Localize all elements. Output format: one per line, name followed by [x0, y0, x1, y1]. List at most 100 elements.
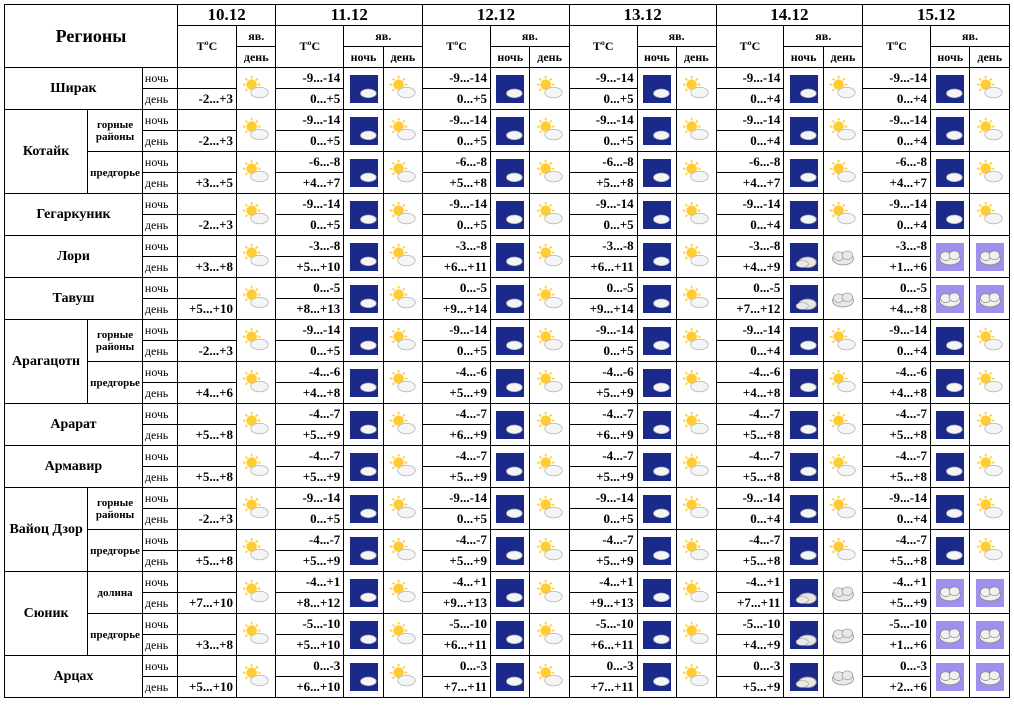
- cloud_n-icon: [976, 579, 1004, 607]
- icon-cell-day: [677, 614, 716, 656]
- icon-cell-night: [784, 614, 823, 656]
- moon-icon: [350, 663, 378, 691]
- period-day: день: [142, 425, 177, 446]
- icon-cell-day: [530, 236, 569, 278]
- temp-night: 0...-3: [863, 656, 931, 677]
- icon-cell-day: [823, 614, 862, 656]
- period-day: день: [142, 341, 177, 362]
- icon-cell-day: [530, 404, 569, 446]
- period-night: ночь: [142, 68, 177, 89]
- period-night: ночь: [142, 404, 177, 425]
- sun-icon: [682, 75, 710, 103]
- weather-forecast-table: Регионы 10.12 11.12 12.12 13.12 14.12 15…: [4, 4, 1010, 698]
- temp-day: -2...+3: [177, 131, 236, 152]
- icon-cell-night: [784, 194, 823, 236]
- icon-cell-day: [823, 572, 862, 614]
- icon-cell-day: [530, 446, 569, 488]
- temp-day: +7...+12: [716, 299, 784, 320]
- sun-icon: [682, 369, 710, 397]
- icon-cell-day: [823, 656, 862, 698]
- moon-icon: [496, 495, 524, 523]
- icon-cell-night: [637, 320, 676, 362]
- period-day: день: [142, 467, 177, 488]
- sun-icon: [682, 495, 710, 523]
- temp-night: -4...-7: [276, 446, 344, 467]
- sun-icon: [976, 201, 1004, 229]
- tc-header: ТºС: [423, 26, 491, 68]
- icon-cell: [237, 404, 276, 446]
- sun-icon: [242, 285, 270, 313]
- temp-night: -9...-14: [423, 320, 491, 341]
- period-day: день: [142, 215, 177, 236]
- sun-icon: [389, 411, 417, 439]
- cloud_n-icon: [936, 579, 964, 607]
- sun-icon: [682, 663, 710, 691]
- region-name: Арарат: [5, 404, 143, 446]
- temp-day: +5...+9: [569, 467, 637, 488]
- moon-icon: [643, 285, 671, 313]
- temp-night: -5...-10: [716, 614, 784, 635]
- temp-day: 0...+5: [276, 215, 344, 236]
- temp-night: 0...-5: [569, 278, 637, 299]
- night-header: ночь: [637, 47, 676, 68]
- temp-day: +9...+13: [569, 593, 637, 614]
- period-day: день: [142, 89, 177, 110]
- moon-icon: [643, 663, 671, 691]
- cloud_d-icon: [829, 285, 857, 313]
- temp-day: +5...+9: [423, 467, 491, 488]
- temp-day: 0...+5: [423, 131, 491, 152]
- icon-cell-day: [823, 68, 862, 110]
- icon-cell-day: [677, 152, 716, 194]
- sun-icon: [682, 285, 710, 313]
- sun-icon: [389, 117, 417, 145]
- sun-icon: [829, 327, 857, 355]
- sun-icon: [242, 579, 270, 607]
- period-day: день: [142, 509, 177, 530]
- sun-icon: [976, 75, 1004, 103]
- temp-day: +5...+9: [276, 551, 344, 572]
- moon-icon: [643, 579, 671, 607]
- icon-cell-day: [530, 614, 569, 656]
- tc-header: ТºС: [569, 26, 637, 68]
- icon-cell-night: [784, 278, 823, 320]
- icon-cell-night: [931, 320, 970, 362]
- icon-cell-day: [383, 320, 422, 362]
- sun-icon: [242, 201, 270, 229]
- icon-cell-night: [344, 110, 383, 152]
- sun-icon: [389, 621, 417, 649]
- sun-icon: [829, 75, 857, 103]
- temp-night: -4...-7: [423, 446, 491, 467]
- icon-cell-night: [490, 446, 529, 488]
- moon-icon: [496, 579, 524, 607]
- icon-cell-day: [823, 194, 862, 236]
- table-row: Араратночь-4...-7-4...-7-4...-7-4...-7-4…: [5, 404, 1010, 425]
- tc-header: ТºС: [276, 26, 344, 68]
- sun-icon: [242, 537, 270, 565]
- icon-cell-night: [344, 68, 383, 110]
- temp-night: -9...-14: [423, 110, 491, 131]
- temp-day: +5...+8: [716, 425, 784, 446]
- sun-icon: [389, 75, 417, 103]
- icon-cell-night: [490, 614, 529, 656]
- icon-cell-day: [823, 320, 862, 362]
- region-name: Арцах: [5, 656, 143, 698]
- date-header-6: 15.12: [863, 5, 1010, 26]
- moon_c-icon: [790, 579, 818, 607]
- temp-day: +5...+8: [177, 551, 236, 572]
- icon-cell-night: [344, 236, 383, 278]
- icon-cell-night: [490, 68, 529, 110]
- sun-icon: [829, 453, 857, 481]
- temp-day: +7...+10: [177, 593, 236, 614]
- table-row: Котайкгорные районыночь-9...-14-9...-14-…: [5, 110, 1010, 131]
- moon-icon: [643, 201, 671, 229]
- cloud_n-icon: [976, 663, 1004, 691]
- period-night: ночь: [142, 320, 177, 341]
- icon-cell-day: [970, 152, 1010, 194]
- phen-header: яв.: [344, 26, 423, 47]
- temp-day: +5...+8: [177, 425, 236, 446]
- moon-icon: [936, 117, 964, 145]
- sun-icon: [536, 411, 564, 439]
- icon-cell-night: [490, 278, 529, 320]
- icon-cell-day: [383, 236, 422, 278]
- temp-night: -4...-7: [863, 446, 931, 467]
